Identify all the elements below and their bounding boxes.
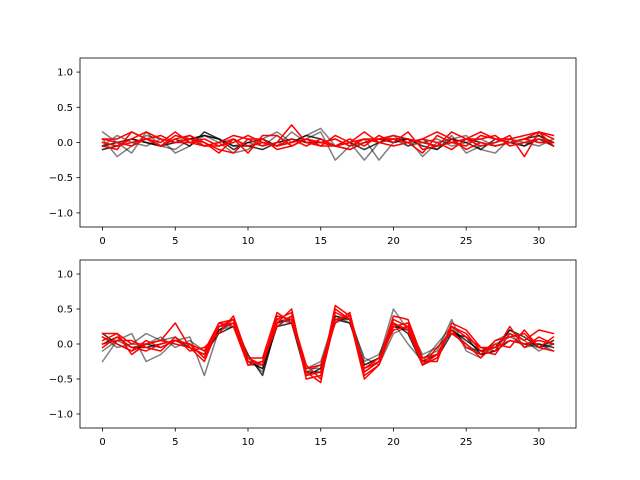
series-line-6 bbox=[101, 131, 555, 158]
series-line-8 bbox=[101, 131, 555, 154]
x-tick-label: 25 bbox=[460, 437, 473, 448]
x-tick-label: 25 bbox=[460, 236, 473, 247]
y-tick-label: −0.5 bbox=[49, 375, 73, 386]
series-line-10 bbox=[101, 134, 555, 147]
x-tick-label: 15 bbox=[314, 437, 327, 448]
y-tick-label: 0.0 bbox=[57, 340, 73, 351]
x-tick-label: 0 bbox=[99, 437, 105, 448]
series-group bbox=[101, 304, 555, 384]
y-tick-label: −0.5 bbox=[49, 173, 73, 184]
series-line-10 bbox=[101, 311, 555, 373]
x-tick-label: 30 bbox=[533, 236, 546, 247]
series-line-9 bbox=[101, 315, 555, 380]
y-tick-label: −1.0 bbox=[49, 208, 73, 219]
series-line-9 bbox=[101, 131, 555, 154]
y-tick-label: 0.5 bbox=[57, 305, 73, 316]
series-group bbox=[101, 124, 555, 161]
x-tick-label: 20 bbox=[387, 236, 400, 247]
subplot-2: 0 5 10 15 20 25 30 −1.0 −0.5 0.0 0.5 1.0 bbox=[49, 259, 577, 448]
x-tick-label: 0 bbox=[99, 236, 105, 247]
y-tick-label: 1.0 bbox=[57, 270, 73, 281]
x-tick-label: 10 bbox=[242, 236, 255, 247]
y-tick-label: 0.5 bbox=[57, 103, 73, 114]
y-tick-label: −1.0 bbox=[49, 410, 73, 421]
subplot-1: 0 5 10 15 20 25 30 −1.0 −0.5 0.0 0.5 1.0 bbox=[49, 57, 577, 247]
x-tick-label: 5 bbox=[172, 236, 178, 247]
x-tick-label: 20 bbox=[387, 437, 400, 448]
x-tick-label: 10 bbox=[242, 437, 255, 448]
x-tick-label: 5 bbox=[172, 437, 178, 448]
x-tick-label: 15 bbox=[314, 236, 327, 247]
x-tick-label: 30 bbox=[533, 437, 546, 448]
y-tick-label: 1.0 bbox=[57, 68, 73, 79]
y-tick-label: 0.0 bbox=[57, 138, 73, 149]
